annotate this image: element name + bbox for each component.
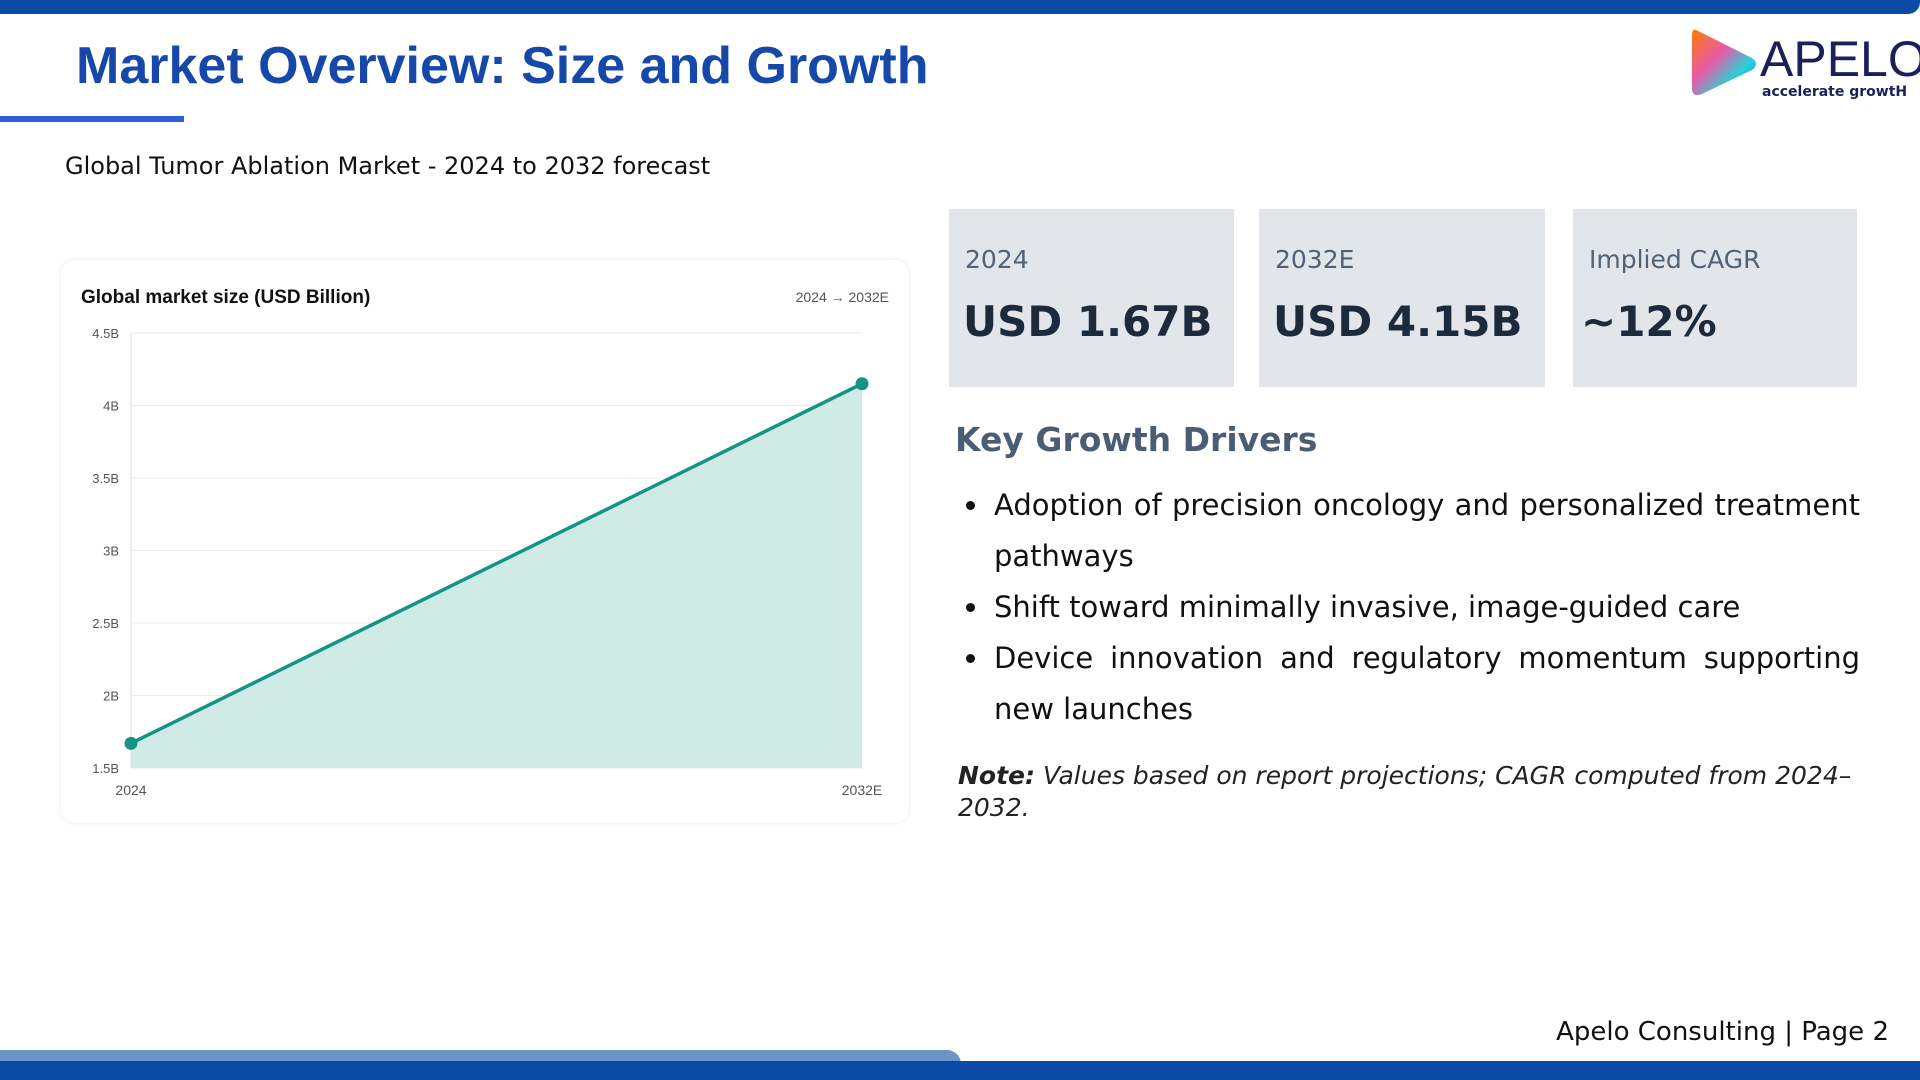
series-line	[130, 382, 863, 745]
apelo-logo: APELO accelerate growtH	[1688, 24, 1920, 104]
x-tick-label: 2024	[115, 782, 146, 798]
chart-title: Global market size (USD Billion)	[81, 287, 370, 308]
area-fill	[131, 383, 862, 768]
stat-value: ~12%	[1581, 297, 1717, 346]
y-tick-label: 4.5B	[92, 326, 119, 341]
market-size-chart: Global market size (USD Billion) 2024 → …	[81, 287, 889, 798]
data-point	[855, 377, 869, 391]
stat-value: USD 1.67B	[963, 297, 1213, 346]
note-text: Values based on report projections; CAGR…	[958, 761, 1852, 822]
list-item: Adoption of precision oncology and perso…	[966, 480, 1860, 582]
stat-label: 2024	[965, 245, 1029, 274]
top-accent-bar	[0, 0, 1920, 14]
y-tick-label: 4B	[103, 399, 119, 414]
data-point	[124, 736, 138, 750]
bottom-accent-bar	[0, 1061, 1920, 1080]
drivers-list: Adoption of precision oncology and perso…	[966, 480, 1860, 735]
stat-card-cagr: Implied CAGR ~12%	[1573, 209, 1857, 387]
market-size-chart-card: Global market size (USD Billion) 2024 → …	[61, 260, 909, 823]
note: Note: Values based on report projections…	[958, 760, 1860, 824]
list-item: Shift toward minimally invasive, image-g…	[966, 582, 1860, 633]
stat-card-2024: 2024 USD 1.67B	[949, 209, 1234, 387]
x-tick-label: 2032E	[842, 782, 882, 798]
footer-page-label: Apelo Consulting | Page 2	[1556, 1017, 1889, 1047]
y-tick-label: 2.5B	[92, 616, 119, 631]
note-label: Note:	[958, 761, 1036, 790]
stat-card-2032e: 2032E USD 4.15B	[1259, 209, 1545, 387]
y-tick-label: 1.5B	[92, 761, 119, 776]
svg-text:accelerate growtH: accelerate growtH	[1762, 84, 1907, 100]
svg-text:APELO: APELO	[1760, 31, 1920, 87]
bottom-accent-bar-light	[0, 1050, 961, 1064]
page-title: Market Overview: Size and Growth	[76, 37, 929, 95]
stat-label: 2032E	[1275, 245, 1355, 274]
list-item: Device innovation and regulatory momentu…	[966, 633, 1860, 735]
y-tick-label: 2B	[103, 689, 119, 704]
stat-label: Implied CAGR	[1589, 245, 1761, 274]
stat-value: USD 4.15B	[1273, 297, 1523, 346]
title-underline	[0, 116, 184, 122]
subtitle: Global Tumor Ablation Market - 2024 to 2…	[65, 152, 711, 180]
chart-range-label: 2024 → 2032E	[796, 289, 889, 305]
y-tick-label: 3B	[103, 544, 119, 559]
drivers-heading: Key Growth Drivers	[955, 420, 1318, 459]
y-tick-label: 3.5B	[92, 471, 119, 486]
